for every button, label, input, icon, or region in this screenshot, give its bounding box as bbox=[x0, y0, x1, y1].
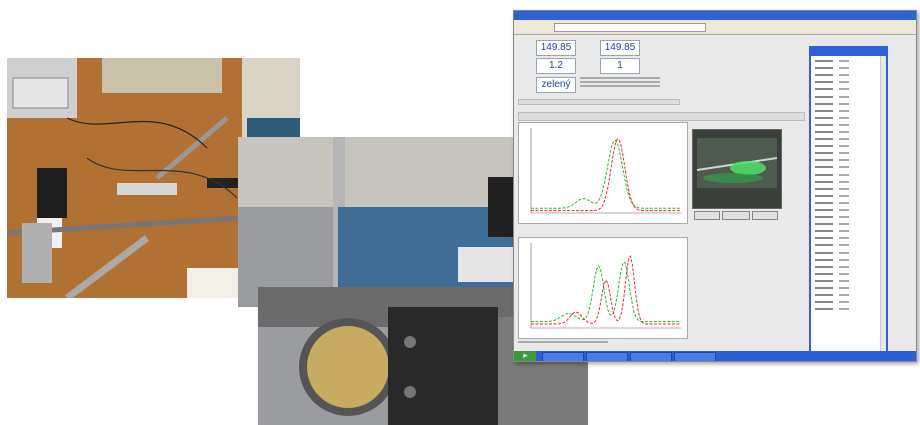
data-list-row[interactable] bbox=[815, 292, 886, 299]
data-list-row[interactable] bbox=[815, 214, 886, 221]
bottom-status-text bbox=[518, 341, 608, 343]
data-list-row[interactable] bbox=[815, 264, 886, 271]
data-list-row[interactable] bbox=[815, 179, 886, 186]
value3-field[interactable]: 1.2 bbox=[536, 58, 576, 74]
plot-top bbox=[518, 122, 688, 224]
trace-green-bottom bbox=[531, 261, 681, 323]
data-list-row[interactable] bbox=[815, 122, 886, 129]
data-list-row[interactable] bbox=[815, 115, 886, 122]
data-list-row[interactable] bbox=[815, 278, 886, 285]
start-button[interactable]: ▶ bbox=[514, 351, 536, 361]
data-list-row[interactable] bbox=[815, 193, 886, 200]
data-list-row[interactable] bbox=[815, 150, 886, 157]
address-input[interactable] bbox=[554, 23, 706, 32]
camera-button-3[interactable] bbox=[752, 211, 778, 220]
plot-bottom bbox=[518, 237, 688, 339]
color-field[interactable]: zelený bbox=[536, 77, 576, 93]
data-list-row[interactable] bbox=[815, 207, 886, 214]
value4-field[interactable]: 1 bbox=[600, 58, 640, 74]
plot-top-svg bbox=[530, 128, 681, 214]
data-list-row[interactable] bbox=[815, 136, 886, 143]
data-list-row[interactable] bbox=[815, 143, 886, 150]
data-list bbox=[811, 56, 886, 313]
camera-view bbox=[692, 129, 782, 209]
value1-field[interactable]: 149.85 bbox=[536, 40, 576, 56]
data-list-row[interactable] bbox=[815, 221, 886, 228]
taskbar: ▶ bbox=[514, 351, 916, 361]
data-list-row[interactable] bbox=[815, 72, 886, 79]
data-list-row[interactable] bbox=[815, 299, 886, 306]
window-titlebar bbox=[514, 11, 916, 20]
camera-image bbox=[693, 130, 781, 208]
data-list-row[interactable] bbox=[815, 200, 886, 207]
camera-button-2[interactable] bbox=[722, 211, 750, 220]
data-list-row[interactable] bbox=[815, 129, 886, 136]
data-list-row[interactable] bbox=[815, 157, 886, 164]
data-list-title bbox=[811, 48, 886, 56]
data-list-row[interactable] bbox=[815, 86, 886, 93]
data-list-row[interactable] bbox=[815, 164, 886, 171]
data-list-row[interactable] bbox=[815, 242, 886, 249]
trace-green-top bbox=[531, 139, 681, 209]
plot-axes bbox=[530, 128, 681, 214]
taskbar-item[interactable] bbox=[542, 352, 584, 361]
data-list-row[interactable] bbox=[815, 186, 886, 193]
taskbar-item[interactable] bbox=[630, 352, 672, 361]
data-list-row[interactable] bbox=[815, 65, 886, 72]
data-list-row[interactable] bbox=[815, 108, 886, 115]
taskbar-item[interactable] bbox=[674, 352, 716, 361]
data-list-row[interactable] bbox=[815, 271, 886, 278]
camera-button-1[interactable] bbox=[694, 211, 720, 220]
plot-axes bbox=[530, 243, 681, 329]
trace-red-bottom bbox=[531, 254, 681, 325]
trace-red-top bbox=[531, 138, 681, 212]
taskbar-item[interactable] bbox=[586, 352, 628, 361]
data-list-row[interactable] bbox=[815, 235, 886, 242]
data-list-row[interactable] bbox=[815, 250, 886, 257]
plot-bottom-svg bbox=[530, 243, 681, 329]
data-list-row[interactable] bbox=[815, 58, 886, 65]
data-list-row[interactable] bbox=[815, 79, 886, 86]
data-list-scrollbar[interactable] bbox=[880, 56, 886, 353]
data-list-row[interactable] bbox=[815, 93, 886, 100]
data-list-window[interactable] bbox=[809, 46, 888, 355]
data-list-row[interactable] bbox=[815, 257, 886, 264]
address-bar bbox=[514, 20, 916, 35]
data-list-row[interactable] bbox=[815, 285, 886, 292]
info-lines bbox=[580, 75, 660, 89]
data-list-row[interactable] bbox=[815, 101, 886, 108]
data-list-row[interactable] bbox=[815, 306, 886, 313]
software-screenshot: 149.85 149.85 1.2 1 zelený bbox=[513, 10, 917, 362]
data-list-row[interactable] bbox=[815, 228, 886, 235]
data-list-row[interactable] bbox=[815, 172, 886, 179]
progress-strip bbox=[518, 99, 680, 105]
value2-field[interactable]: 149.85 bbox=[600, 40, 640, 56]
tab-row[interactable] bbox=[518, 112, 805, 121]
